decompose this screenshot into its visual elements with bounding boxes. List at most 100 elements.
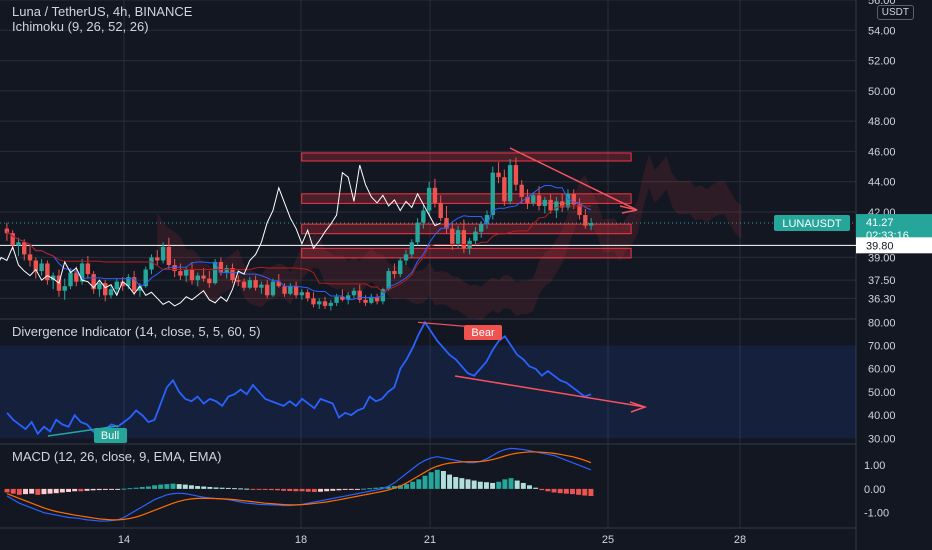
candle-body [409, 242, 414, 255]
macd-histogram-bar [219, 487, 225, 489]
ichimoku-legend[interactable]: Ichimoku (9, 26, 52, 26) [12, 19, 149, 34]
candle-body [588, 223, 594, 226]
ichimoku-kijun-line [6, 205, 592, 293]
macd-histogram-bar [299, 488, 305, 492]
candle-body [207, 278, 212, 284]
currency-badge[interactable]: USDT [876, 5, 914, 20]
candle-body [461, 230, 467, 249]
macd-histogram-bar [342, 488, 348, 490]
macd-histogram-bar [53, 488, 59, 494]
zone-box [301, 223, 632, 235]
price-pane: LUNAUSDT [0, 147, 856, 321]
macd-histogram-bar [520, 482, 526, 489]
candle-body [415, 222, 420, 243]
candle-body [155, 257, 160, 261]
macd-histogram-bar [563, 488, 569, 494]
price-tick-label: 56.00 [868, 0, 896, 7]
divergence-legend[interactable]: Divergence Indicator (14, close, 5, 5, 6… [12, 324, 261, 339]
macd-histogram-bar [385, 486, 391, 489]
macd-pane [4, 447, 594, 522]
candle-body [172, 265, 177, 272]
candle-body [531, 195, 536, 203]
candle-body [496, 172, 501, 178]
x-tick-label: 18 [295, 534, 307, 546]
macd-histogram-bar [225, 487, 231, 489]
macd-histogram-bar [16, 488, 22, 495]
macd-histogram-bar [96, 488, 102, 491]
candle-body [374, 296, 380, 302]
candle-body [571, 193, 576, 205]
x-tick-label: 28 [734, 534, 746, 546]
macd-histogram-bar [416, 479, 422, 489]
macd-histogram-bar [336, 488, 342, 491]
price-tick-label: 36.30 [868, 293, 896, 305]
candle-body [10, 233, 15, 246]
candle-body [137, 286, 143, 291]
candle-body [421, 210, 426, 223]
candle-body [178, 271, 183, 276]
candle-body [247, 280, 253, 288]
candle-body [230, 268, 235, 281]
price-tick-label: 39.00 [868, 252, 896, 264]
symbol-badge [774, 215, 850, 232]
divergence-trend-arrow [629, 401, 648, 413]
macd-histogram-bar [588, 488, 594, 497]
candle-body [403, 254, 409, 261]
candle-body [108, 289, 114, 296]
macd-histogram-bar [256, 488, 262, 490]
macd-histogram-bar [311, 488, 317, 492]
price-tick-label: 37.50 [868, 275, 896, 287]
macd-histogram-bar [471, 480, 477, 489]
candle-body [143, 269, 148, 287]
x-tick-label: 14 [118, 534, 130, 546]
macd-histogram-bar [121, 488, 127, 490]
macd-histogram-bar [207, 486, 213, 489]
divergence-band [0, 345, 856, 439]
candle-body [166, 246, 172, 265]
divergence-tick-label: 80.00 [868, 317, 896, 329]
candle-body [236, 280, 241, 282]
divergence-tick-label: 50.00 [868, 387, 896, 399]
macd-histogram-bar [318, 488, 323, 492]
candle-body [369, 296, 374, 303]
trend-line [509, 147, 638, 211]
candle-body [455, 230, 461, 244]
macd-histogram-bar [465, 479, 471, 489]
macd-histogram-bar [453, 476, 459, 489]
candle-body [525, 196, 530, 203]
macd-histogram-bar [440, 471, 446, 489]
macd-histogram-bar [514, 480, 520, 489]
candle-body [479, 224, 484, 232]
candle-body [253, 280, 258, 288]
macd-histogram-bar [305, 488, 311, 492]
macd-histogram-bar [545, 488, 551, 492]
candle-body [299, 292, 305, 296]
candle-body [519, 184, 524, 197]
price-tick-label: 52.00 [868, 56, 896, 68]
x-tick-label: 21 [424, 534, 436, 546]
bull-label: Bull [101, 430, 119, 442]
macd-histogram-bar [244, 488, 250, 490]
divergence-tick-label: 60.00 [868, 364, 896, 376]
candle-body [114, 281, 119, 290]
macd-histogram-bar [275, 488, 280, 491]
candle-body [577, 204, 582, 216]
candle-body [16, 242, 21, 246]
candle-body [559, 201, 565, 208]
candle-body [536, 195, 542, 206]
hline-badge [856, 237, 932, 254]
macd-histogram-bar [490, 482, 496, 489]
macd-histogram-bar [367, 488, 373, 490]
candle-body [224, 268, 229, 273]
macd-histogram-bar [152, 485, 158, 489]
candle-body [432, 187, 438, 203]
macd-histogram-bar [35, 488, 41, 495]
macd-histogram-bar [447, 474, 453, 489]
candle-body [565, 193, 571, 208]
macd-legend[interactable]: MACD (12, 26, close, 9, EMA, EMA) [12, 449, 222, 464]
bull-badge [94, 428, 127, 443]
macd-histogram-bar [483, 482, 489, 489]
macd-histogram-bar [551, 488, 557, 493]
candle-body [33, 260, 39, 272]
candle-body [270, 281, 276, 296]
